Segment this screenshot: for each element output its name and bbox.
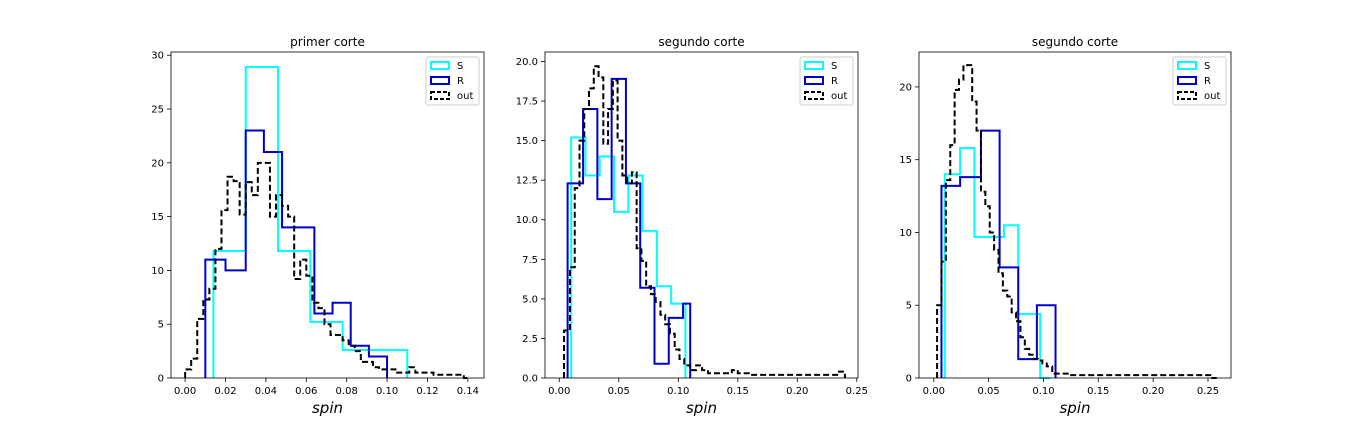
series-R-line-1 [204, 129, 389, 378]
legend-swatch-S [1177, 61, 1197, 70]
subplot-2: 0.00 0.05 0.10 0.15 0.20 0.25 0.0 2.5 5.0 7.5 10.0… [516, 35, 868, 417]
y-tick-label: 5 [906, 301, 912, 312]
x-tick-label: 0.06 [295, 386, 317, 397]
y-tick-label: 20.0 [516, 57, 538, 68]
x-axis-label: spin [686, 399, 717, 417]
y-tick-label: 17.5 [516, 97, 538, 108]
series-out-line-3 [936, 64, 1217, 379]
legend-label-S: S [1204, 61, 1210, 72]
y-tick-label: 12.5 [516, 176, 538, 187]
y-tick-label: 20 [899, 82, 912, 93]
legend-swatch-R [1177, 76, 1197, 85]
x-tick-label: 0.15 [1087, 386, 1109, 397]
axes-frame-2 [544, 51, 859, 379]
y-tick-label: 0.0 [522, 374, 538, 385]
legend-swatch-R [430, 76, 450, 85]
x-tick-label: 0.12 [416, 386, 438, 397]
x-tick-label: 0.05 [978, 386, 1000, 397]
legend-label-S: S [457, 61, 463, 72]
y-tick-label: 2.5 [522, 334, 538, 345]
x-tick-label: 0.05 [608, 386, 630, 397]
y-tick-label: 15 [151, 212, 164, 223]
y-tick-label: 15 [899, 155, 912, 166]
legend-swatch-out [804, 91, 824, 100]
y-tick-label: 10 [151, 266, 164, 277]
subplot-1: 0.00 0.02 0.04 0.06 0.08 0.10 0.12 0.14 0 5 10 15 20… [151, 35, 485, 417]
legend-label-S: S [831, 61, 837, 72]
legend-swatch-R [804, 76, 824, 85]
chart-title: segundo corte [1032, 35, 1118, 49]
x-tick-label: 0.20 [786, 386, 808, 397]
y-tick-label: 7.5 [522, 255, 538, 266]
x-tick-label: 0.25 [846, 386, 868, 397]
y-tick-label: 10 [899, 228, 912, 239]
y-tick-label: 0 [158, 374, 164, 385]
axes-frame-1 [170, 51, 485, 379]
series-R-line-3 [940, 129, 1057, 378]
y-tick-label: 10.0 [516, 215, 538, 226]
x-tick-label: 0.00 [174, 386, 196, 397]
axes-frame-3 [918, 51, 1232, 379]
legend-swatch-out [1177, 91, 1197, 100]
series-out-line-2 [563, 65, 846, 378]
legend-swatch-out [430, 91, 450, 100]
series-out-line-1 [184, 161, 470, 379]
y-tick-label: 25 [151, 105, 164, 116]
x-axis-label: spin [312, 399, 343, 417]
y-tick-label: 15.0 [516, 136, 538, 147]
chart-title: segundo corte [658, 35, 744, 49]
x-axis-label: spin [1059, 399, 1090, 417]
y-tick-label: 5.0 [522, 294, 538, 305]
x-tick-label: 0.00 [548, 386, 570, 397]
chart-title: primer corte [290, 35, 365, 49]
legend-label-out: out [1204, 91, 1220, 102]
y-tick-label: 0 [906, 374, 912, 385]
x-tick-label: 0.08 [336, 386, 358, 397]
y-tick-label: 30 [151, 51, 164, 62]
x-tick-label: 0.20 [1142, 386, 1164, 397]
legend-label-out: out [457, 91, 473, 102]
x-tick-label: 0.10 [667, 386, 689, 397]
y-tick-label: 5 [158, 320, 164, 331]
x-tick-label: 0.10 [1032, 386, 1054, 397]
x-tick-label: 0.14 [457, 386, 479, 397]
legend-label-R: R [457, 76, 464, 87]
x-tick-label: 0.02 [214, 386, 236, 397]
legend-label-R: R [831, 76, 838, 87]
x-tick-label: 0.00 [923, 386, 945, 397]
legend-swatch-S [430, 61, 450, 70]
x-tick-label: 0.15 [727, 386, 749, 397]
legend-label-out: out [831, 91, 847, 102]
x-tick-label: 0.04 [255, 386, 277, 397]
x-tick-label: 0.25 [1197, 386, 1219, 397]
subplot-3: 0.00 0.05 0.10 0.15 0.20 0.25 0 5 10 15 20 segundo … [899, 35, 1232, 417]
series-S-line-2 [570, 136, 687, 378]
legend-swatch-S [804, 61, 824, 70]
y-tick-label: 20 [151, 158, 164, 169]
legend-label-R: R [1204, 76, 1211, 87]
x-tick-label: 0.10 [376, 386, 398, 397]
